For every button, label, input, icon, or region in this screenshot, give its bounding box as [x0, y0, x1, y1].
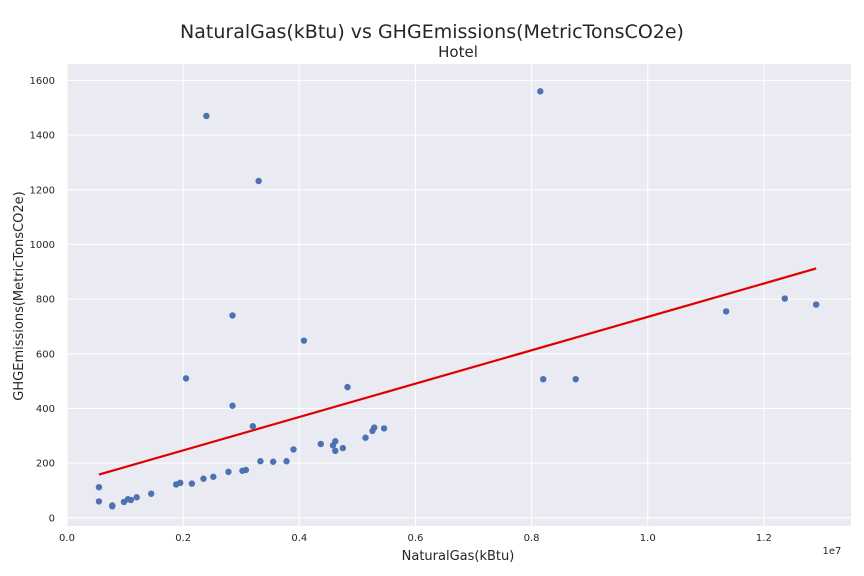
scatter-point	[200, 475, 207, 482]
x-tick-label: 0.0	[59, 533, 75, 544]
scatter-point	[344, 383, 351, 391]
grid-lines	[66, 64, 851, 526]
y-tick-label: 1600	[30, 76, 55, 87]
scatter-point	[290, 446, 297, 453]
scatter-point	[269, 458, 277, 465]
scatter-point	[300, 337, 308, 344]
scatter-point	[177, 479, 184, 487]
scatter-point	[781, 295, 788, 302]
y-tick-labels: 0 200 400 600 800 1000 1200 1400 1600	[30, 76, 55, 524]
scatter-point	[148, 490, 155, 497]
scatter-point	[371, 424, 378, 431]
scatter-point	[95, 483, 103, 491]
scatter-point	[362, 434, 369, 441]
scatter-point	[95, 498, 103, 505]
y-tick-label: 200	[36, 459, 55, 470]
y-tick-label: 800	[36, 295, 55, 306]
scatter-point	[537, 88, 544, 95]
y-tick-label: 1200	[30, 185, 55, 196]
x-tick-label: 0.8	[524, 533, 540, 544]
y-tick-label: 0	[49, 513, 55, 524]
scatter-point	[188, 480, 196, 487]
y-tick-label: 1000	[30, 240, 55, 251]
scatter-point	[257, 458, 264, 465]
x-tick-label: 0.2	[175, 533, 191, 544]
x-axis-offset-label: 1e7	[823, 546, 842, 557]
x-tick-label: 0.4	[291, 533, 307, 544]
y-tick-label: 400	[36, 404, 55, 415]
chart-title: NaturalGas(kBtu) vs GHGEmissions(MetricT…	[180, 21, 684, 43]
scatter-point	[339, 444, 347, 452]
x-tick-label: 1.2	[756, 533, 772, 544]
scatter-point	[249, 423, 257, 430]
scatter-point	[127, 496, 135, 504]
scatter-point	[242, 466, 250, 474]
scatter-point	[380, 425, 388, 432]
scatter-point	[812, 301, 820, 308]
y-tick-label: 1400	[30, 131, 55, 142]
x-axis-label: NaturalGas(kBtu)	[402, 549, 515, 564]
scatter-point	[332, 447, 339, 455]
chart-subtitle: Hotel	[438, 43, 478, 61]
scatter-point	[203, 112, 210, 120]
scatter-point	[229, 312, 236, 319]
scatter-point	[332, 438, 339, 445]
scatter-point	[255, 177, 262, 185]
x-tick-label: 0.6	[407, 533, 423, 544]
scatter-point	[540, 375, 547, 383]
regression-line	[98, 267, 817, 476]
scatter-point	[225, 468, 232, 476]
plot-area	[67, 64, 851, 526]
scatter-point	[109, 503, 116, 510]
scatter-point	[133, 494, 140, 501]
scatter-point	[182, 375, 190, 382]
scatter-point	[572, 375, 579, 383]
scatter-point	[210, 473, 217, 480]
scatter-point	[283, 458, 290, 465]
x-tick-labels: 0.0 0.2 0.4 0.6 0.8 1.0 1.2	[59, 533, 772, 544]
data-points	[95, 88, 820, 510]
y-tick-label: 600	[36, 349, 55, 360]
scatter-point	[722, 308, 730, 315]
scatter-point	[229, 402, 236, 409]
x-tick-label: 1.0	[640, 533, 656, 544]
y-axis-label: GHGEmissions(MetricTonsCO2e)	[12, 191, 27, 400]
scatter-point	[317, 440, 324, 448]
